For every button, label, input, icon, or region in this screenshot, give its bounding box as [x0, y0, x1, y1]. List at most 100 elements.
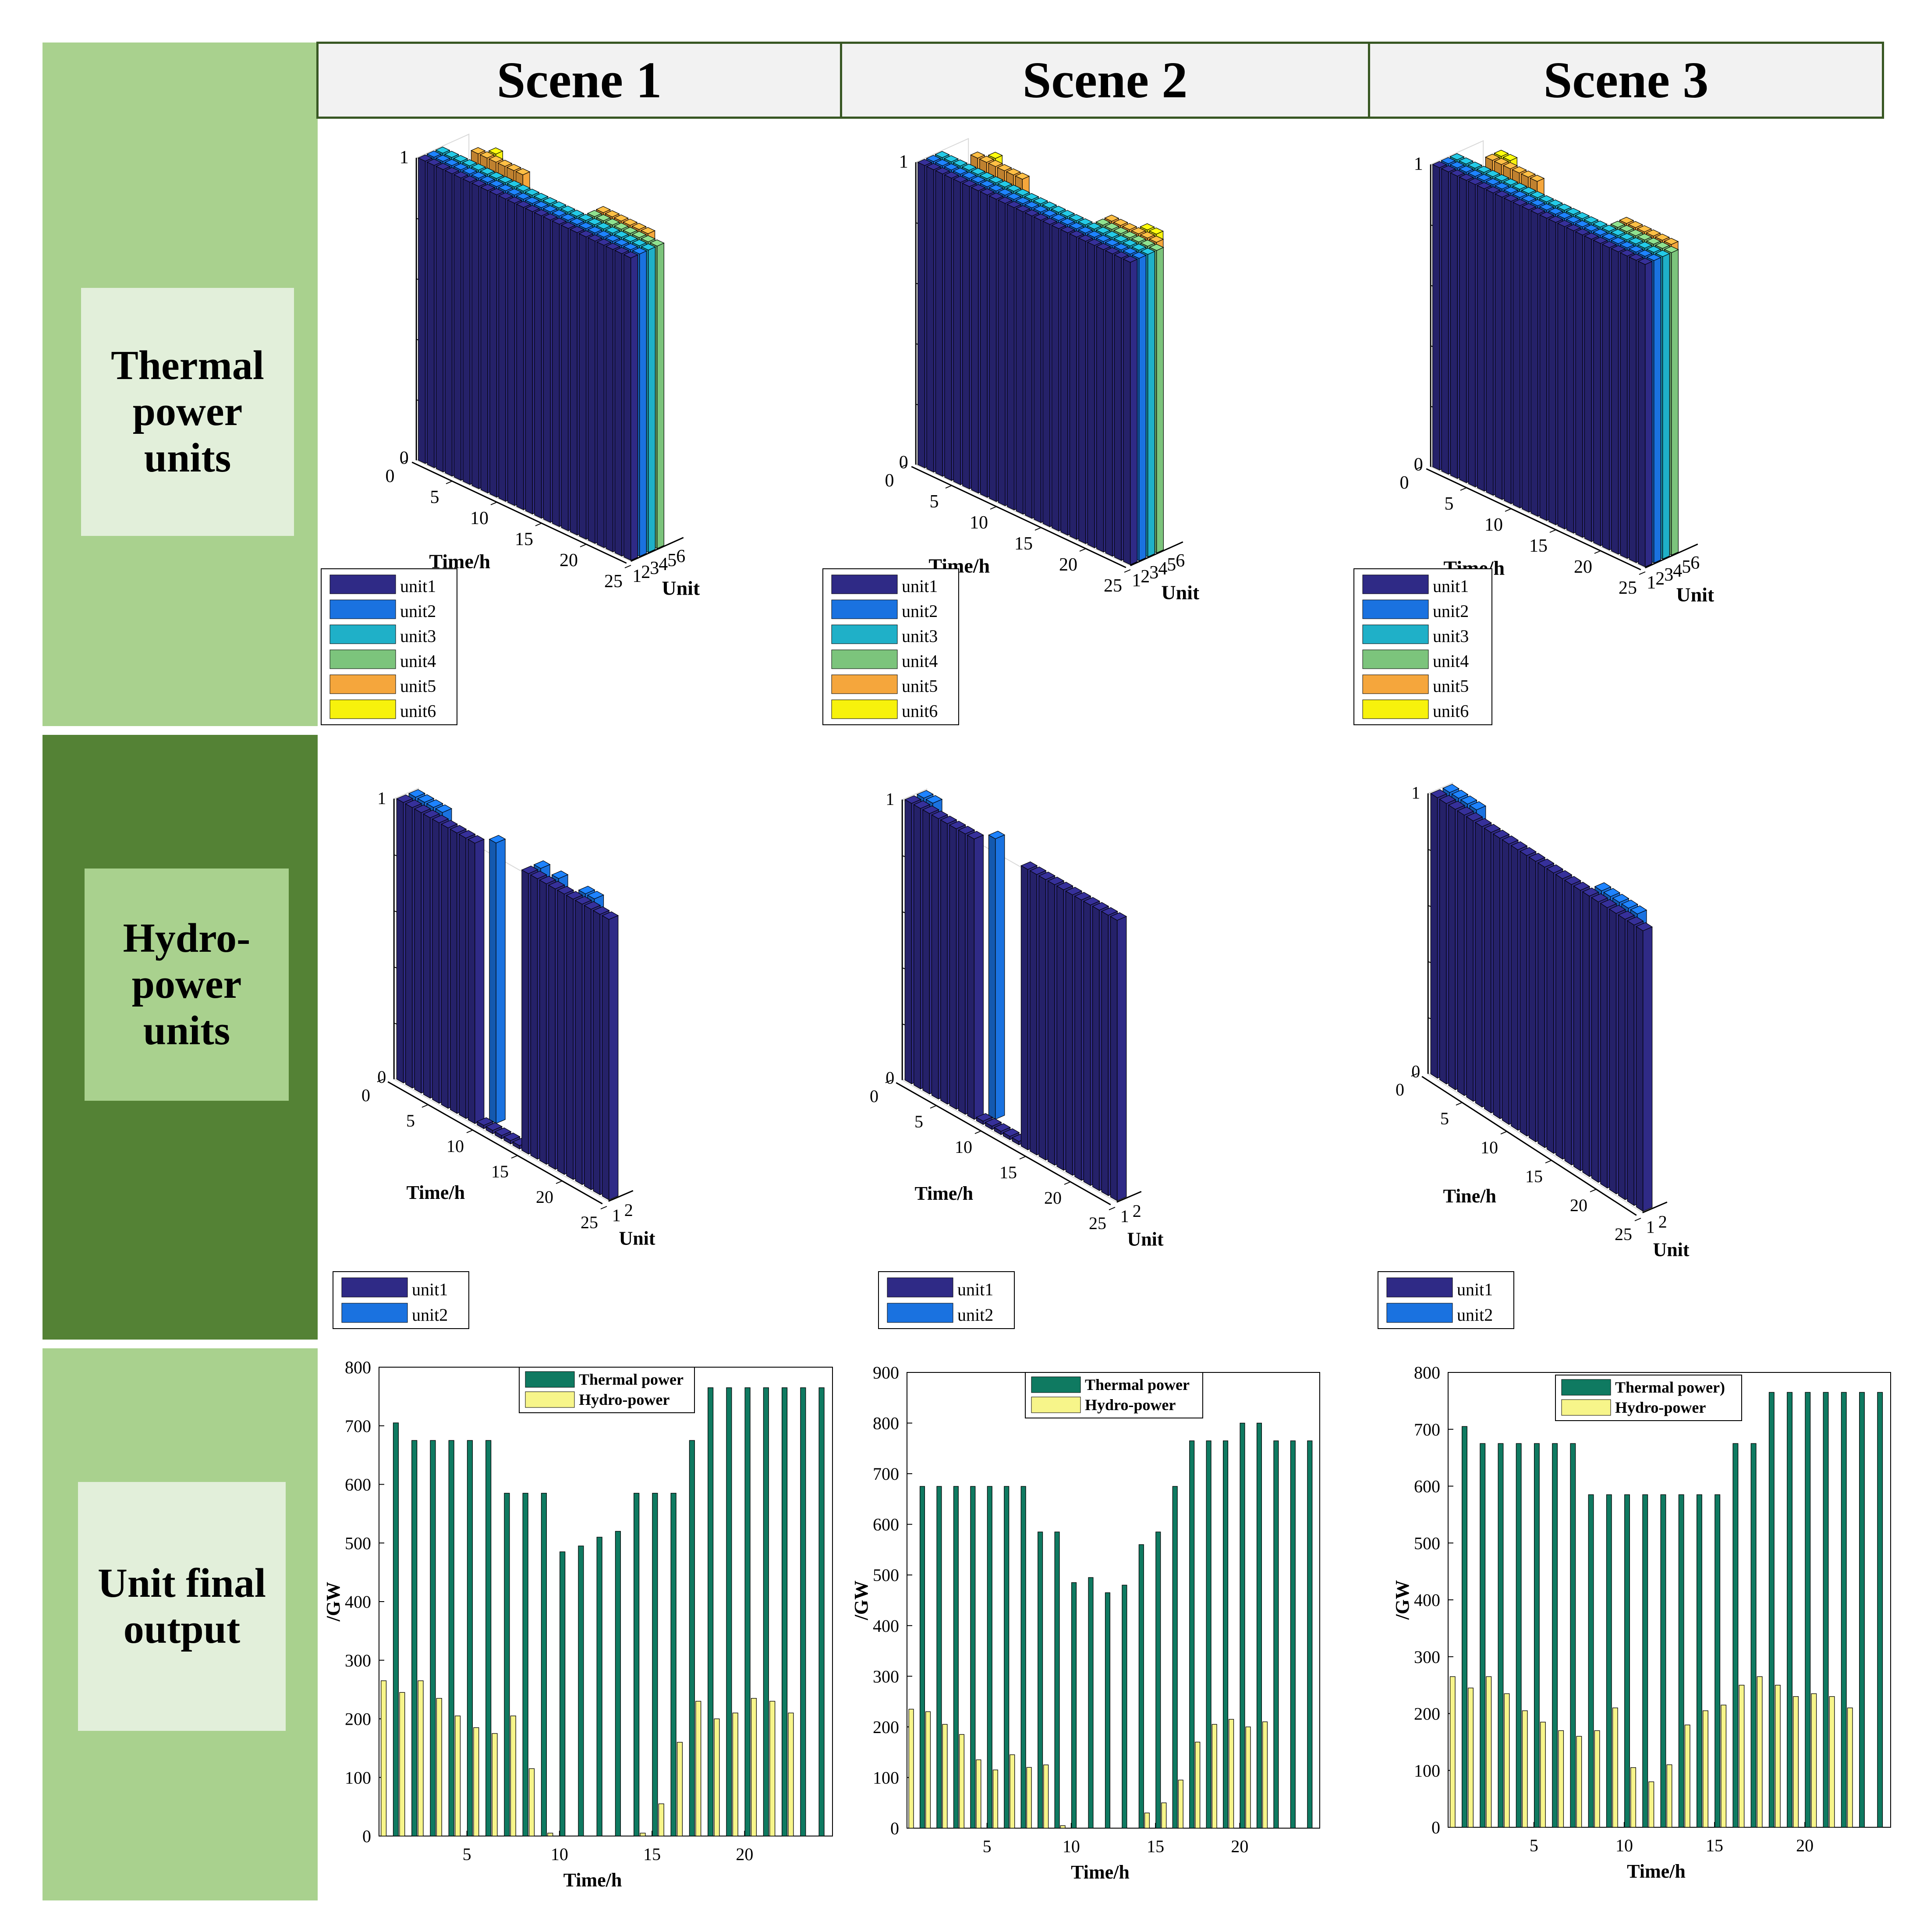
- legend-swatch: [831, 599, 898, 619]
- bar-top: [578, 886, 595, 894]
- hydro-bar: [732, 1712, 738, 1836]
- thermal-bar: [1877, 1392, 1883, 1828]
- bar-side: [995, 834, 1005, 1120]
- time-tick-label: 5: [930, 492, 939, 512]
- thermal-bar: [782, 1387, 788, 1836]
- time-tick-label: 0: [1396, 1080, 1404, 1099]
- bar-front: [489, 191, 497, 498]
- legend-swatch: [831, 624, 898, 644]
- y-tick-label: 200: [1414, 1704, 1440, 1724]
- bar-top: [444, 159, 460, 166]
- legend-swatch: [1386, 1277, 1453, 1297]
- bar-top: [988, 184, 1004, 191]
- hydro-bar: [714, 1718, 720, 1836]
- bar-front: [1024, 212, 1032, 519]
- z-tick-label: 0: [899, 452, 908, 472]
- thermal-bar: [393, 1422, 399, 1836]
- legend-swatch: [1561, 1379, 1611, 1396]
- bar-front: [1629, 256, 1637, 563]
- bar-top: [479, 151, 495, 159]
- bar-top: [997, 164, 1012, 171]
- unit-tick-label: 5: [1167, 555, 1176, 575]
- bar-top: [1592, 220, 1608, 228]
- time-axis-label: Time/h: [406, 1182, 465, 1203]
- legend-swatch: [1561, 1399, 1611, 1416]
- bar-top: [1113, 227, 1129, 234]
- bar-top: [405, 799, 422, 808]
- row-label-thermal: Thermal power units: [81, 288, 294, 536]
- unit-tick-label: 2: [641, 562, 650, 582]
- bar-top: [1548, 207, 1563, 215]
- thermal-bar: [1020, 1486, 1026, 1829]
- bar-top: [1600, 899, 1617, 908]
- time-tick: [535, 523, 542, 526]
- bar-top: [1619, 216, 1634, 224]
- x-tick-label: 5: [1530, 1836, 1538, 1855]
- time-tick: [1634, 1218, 1641, 1221]
- bar-top: [1122, 239, 1137, 247]
- bar-top: [1608, 905, 1626, 914]
- bar-top: [1101, 907, 1118, 916]
- bar-top: [1460, 795, 1477, 805]
- legend-swatch: [1386, 1303, 1453, 1323]
- bar-front: [521, 869, 529, 1155]
- bar-top: [1078, 226, 1093, 234]
- hydro-bar: [1468, 1687, 1474, 1828]
- bar-top: [1458, 157, 1474, 165]
- time-tick-label: 25: [1619, 578, 1637, 598]
- legend-swatch: [1362, 574, 1429, 594]
- thermal-bar: [1841, 1392, 1847, 1828]
- bar-top: [1594, 882, 1612, 891]
- z-tick-label: 0: [886, 1068, 894, 1088]
- time-tick: [1019, 1156, 1026, 1159]
- unit-tick-label: 2: [1141, 567, 1150, 587]
- legend-label: unit5: [1433, 676, 1469, 696]
- time-tick-label: 15: [1525, 1166, 1543, 1186]
- bar-top: [488, 147, 503, 155]
- legend-swatch: [887, 1277, 953, 1297]
- x-tick-label: 20: [736, 1844, 753, 1864]
- bar-top: [444, 167, 460, 174]
- bar-front: [1016, 208, 1024, 515]
- time-tick-label: 15: [1529, 536, 1548, 556]
- time-tick: [1411, 1073, 1418, 1077]
- unit-tick-label: 6: [676, 546, 685, 567]
- hydro-bar: [788, 1712, 794, 1836]
- hydro-bar: [677, 1742, 683, 1836]
- bar-top: [432, 815, 449, 823]
- hydro-bar: [528, 1768, 535, 1836]
- bar-top: [1020, 861, 1038, 870]
- bar-top: [1637, 233, 1652, 241]
- hydro-bar: [1648, 1781, 1654, 1828]
- bar-top: [926, 163, 941, 170]
- bar-front: [967, 834, 974, 1120]
- bar-top: [476, 1117, 494, 1126]
- legend-label: Hydro-power: [1615, 1399, 1706, 1416]
- bar-top: [1548, 199, 1563, 207]
- thermal-bar: [1256, 1422, 1262, 1829]
- hydro-bar: [1666, 1764, 1672, 1828]
- thermal-bar: [818, 1387, 825, 1836]
- legend-swatch: [1362, 624, 1429, 644]
- bar-front: [1466, 816, 1474, 1102]
- thermal-bar: [708, 1387, 714, 1836]
- bar-front: [1459, 177, 1467, 483]
- bar-top: [1449, 161, 1465, 169]
- unit-axis: [1645, 543, 1698, 569]
- unit-axis-label: Unit: [1161, 581, 1200, 603]
- thermal-bar: [1678, 1494, 1684, 1828]
- legend-swatch: [329, 699, 396, 719]
- bar-top: [1555, 870, 1573, 879]
- bar-top: [649, 239, 665, 247]
- bar-top: [913, 800, 931, 809]
- bar-front: [584, 905, 592, 1191]
- bar-top: [1557, 212, 1572, 219]
- hydro-bar: [1576, 1736, 1582, 1828]
- bar-top: [1494, 182, 1509, 190]
- bar-front: [1638, 261, 1646, 567]
- bar-top: [1619, 233, 1635, 240]
- time-tick: [511, 1155, 518, 1159]
- bar-top: [1131, 243, 1147, 251]
- bar-top: [1457, 806, 1474, 815]
- thermal-bar: [1570, 1443, 1576, 1828]
